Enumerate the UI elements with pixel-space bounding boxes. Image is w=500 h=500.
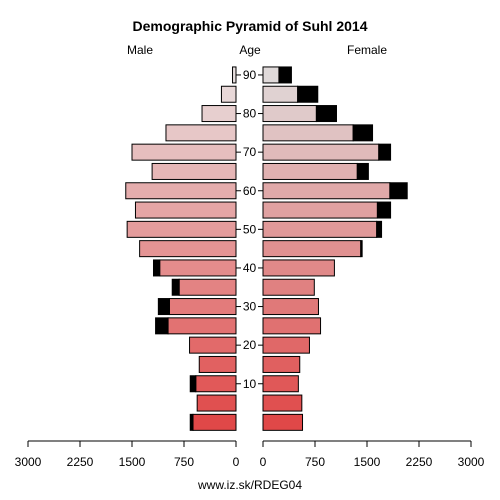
female-excess-70-74 — [378, 143, 392, 161]
age-axis: 90 80 70 60 50 40 30 20 10 — [236, 68, 263, 391]
age-tick-label-90: 90 — [243, 68, 257, 82]
male-bar-40-44 — [159, 259, 237, 277]
male-bar-75-79 — [165, 124, 237, 142]
female-excess-75-79 — [352, 124, 374, 142]
chart-title: Demographic Pyramid of Suhl 2014 — [133, 18, 368, 34]
male-bar-85-89 — [220, 85, 237, 103]
female-bar-55-59 — [262, 201, 378, 219]
female-bar-30-34 — [262, 298, 319, 316]
male-bar-50-54 — [126, 220, 237, 238]
male-excess-0-4 — [189, 413, 194, 431]
female-bar-15-19 — [262, 355, 301, 373]
female-excess-50-54 — [376, 220, 383, 238]
female-bar-80-84 — [262, 105, 317, 123]
female-x-tick-label-2250: 2250 — [406, 455, 433, 469]
male-bar-60-64 — [125, 182, 237, 200]
female-x-tick-label-0: 0 — [260, 455, 267, 469]
female-bar-20-24 — [262, 336, 310, 354]
age-tick-label-20: 20 — [243, 338, 257, 352]
male-x-tick-label-2250: 2250 — [67, 455, 94, 469]
female-bar-45-49 — [262, 240, 362, 258]
female-label: Female — [347, 43, 387, 57]
female-bars — [262, 66, 408, 431]
age-label: Age — [239, 43, 261, 57]
male-excess-25-29 — [155, 317, 169, 335]
male-bar-80-84 — [201, 105, 237, 123]
male-x-tick-label-0: 0 — [233, 455, 240, 469]
male-bar-30-34 — [168, 298, 237, 316]
male-excess-30-34 — [157, 298, 170, 316]
footer-url: www.iz.sk/RDEG04 — [197, 478, 302, 492]
female-bar-75-79 — [262, 124, 354, 142]
age-tick-label-60: 60 — [243, 184, 257, 198]
age-tick-label-50: 50 — [243, 222, 257, 236]
female-bar-90+ — [262, 66, 280, 84]
female-excess-85-89 — [297, 85, 319, 103]
female-x-tick-label-3000: 3000 — [458, 455, 485, 469]
male-bars — [125, 66, 237, 431]
female-bar-70-74 — [262, 143, 380, 161]
male-excess-40-44 — [152, 259, 161, 277]
female-excess-65-69 — [356, 162, 369, 180]
female-bar-50-54 — [262, 220, 378, 238]
x-axis: 3000 2250 1500 750 0 0 750 1500 2250 3000 — [15, 440, 485, 469]
male-bar-45-49 — [139, 240, 237, 258]
female-bar-65-69 — [262, 162, 358, 180]
male-excess-35-39 — [171, 278, 180, 296]
male-bar-70-74 — [131, 143, 237, 161]
female-excess-45-49 — [360, 240, 363, 258]
female-excess-60-64 — [389, 182, 408, 200]
female-bar-85-89 — [262, 85, 299, 103]
male-bar-35-39 — [178, 278, 237, 296]
age-tick-label-10: 10 — [243, 377, 257, 391]
male-bar-10-14 — [195, 375, 237, 393]
male-excess-10-14 — [189, 375, 197, 393]
age-tick-label-40: 40 — [243, 261, 257, 275]
female-excess-55-59 — [376, 201, 392, 219]
age-tick-label-30: 30 — [243, 300, 257, 314]
female-bar-35-39 — [262, 278, 315, 296]
male-x-tick-label-3000: 3000 — [15, 455, 42, 469]
female-bar-10-14 — [262, 375, 299, 393]
male-bar-65-69 — [151, 162, 237, 180]
female-excess-80-84 — [315, 105, 337, 123]
age-tick-label-70: 70 — [243, 145, 257, 159]
female-bar-5-9 — [262, 394, 303, 412]
male-bar-0-4 — [192, 413, 237, 431]
male-label: Male — [127, 43, 153, 57]
male-bar-55-59 — [134, 201, 237, 219]
female-x-tick-label-1500: 1500 — [354, 455, 381, 469]
female-x-tick-label-750: 750 — [305, 455, 325, 469]
female-bar-0-4 — [262, 413, 304, 431]
male-bar-20-24 — [189, 336, 237, 354]
male-bar-90+ — [232, 66, 237, 84]
male-bar-15-19 — [198, 355, 237, 373]
male-bar-5-9 — [196, 394, 237, 412]
male-bar-25-29 — [167, 317, 237, 335]
male-x-tick-label-750: 750 — [174, 455, 194, 469]
female-excess-90+ — [278, 66, 292, 84]
female-bar-40-44 — [262, 259, 335, 277]
female-bar-25-29 — [262, 317, 322, 335]
female-bar-60-64 — [262, 182, 391, 200]
male-x-tick-label-1500: 1500 — [119, 455, 146, 469]
age-tick-label-80: 80 — [243, 107, 257, 121]
